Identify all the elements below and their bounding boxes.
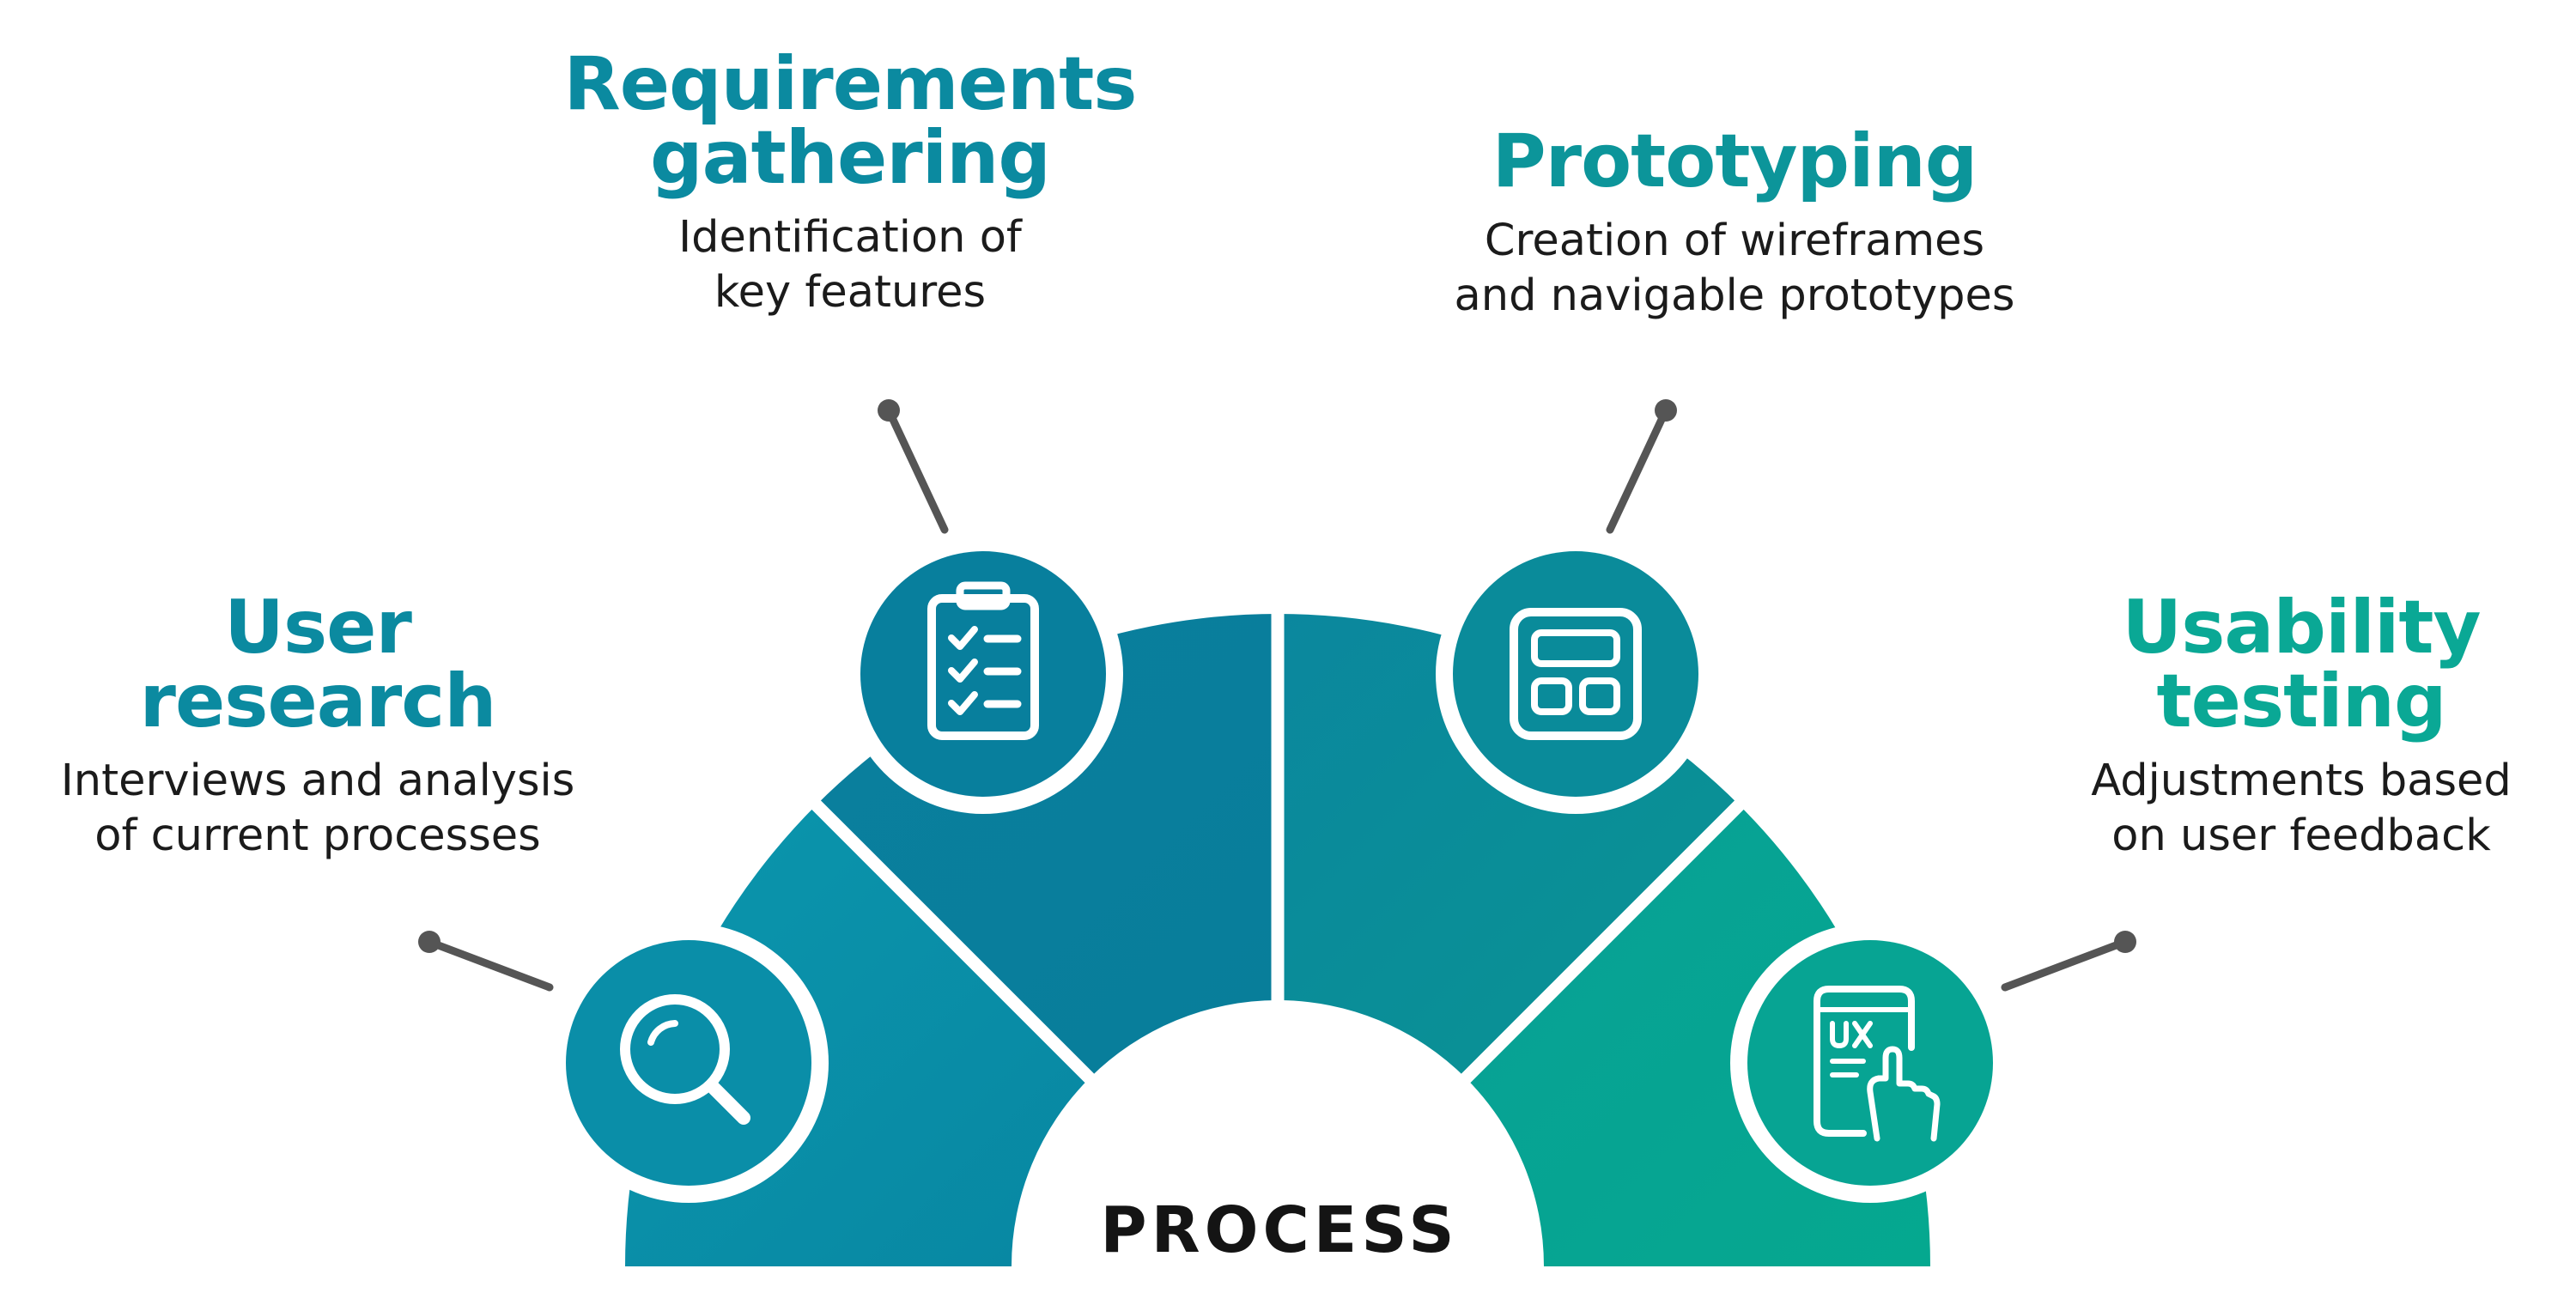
- step-usability-testing: Usability testing Adjustments based on u…: [1975, 591, 2576, 864]
- connector-4: [2001, 931, 2136, 992]
- title-line: User: [224, 585, 412, 671]
- step-description: Adjustments based on user feedback: [1975, 754, 2576, 864]
- title-line: Prototyping: [1492, 118, 1978, 204]
- step-description: Creation of wireframes and navigable pro…: [1408, 214, 2061, 324]
- desc-line: Interviews and analysis: [60, 756, 575, 806]
- step-title: Requirements gathering: [532, 47, 1168, 195]
- step-requirements-gathering: Requirements gathering Identification of…: [532, 47, 1168, 320]
- connector-1: [418, 931, 554, 992]
- icon-circle-4: [1730, 923, 2010, 1203]
- desc-line: Creation of wireframes: [1484, 215, 1985, 266]
- icon-circle-1: [549, 923, 829, 1203]
- step-description: Identification of key features: [532, 210, 1168, 320]
- desc-line: Identification of: [678, 212, 1022, 263]
- process-center-label: PROCESS: [1100, 1193, 1459, 1267]
- title-line: Requirements: [563, 41, 1137, 127]
- icon-circle-2: [843, 534, 1123, 814]
- desc-line: on user feedback: [2111, 810, 2491, 861]
- connector-3: [1606, 399, 1677, 534]
- desc-line: key features: [714, 267, 987, 318]
- step-description: Interviews and analysis of current proce…: [0, 754, 635, 864]
- step-title: Usability testing: [1975, 591, 2576, 738]
- segment-dividers: [802, 601, 1753, 1093]
- title-line: gathering: [650, 115, 1051, 201]
- icon-circle-3: [1436, 534, 1716, 814]
- clipboard-checklist-icon: [927, 581, 1039, 740]
- step-prototyping: Prototyping Creation of wireframes and n…: [1408, 124, 2061, 324]
- connector-2: [878, 399, 949, 534]
- step-title: User research: [0, 591, 635, 738]
- magnifying-glass-icon: [620, 994, 750, 1125]
- step-user-research: User research Interviews and analysis of…: [0, 591, 635, 864]
- title-line: research: [139, 659, 497, 744]
- step-title: Prototyping: [1408, 124, 2061, 198]
- title-line: testing: [2156, 659, 2447, 744]
- desc-line: and navigable prototypes: [1454, 270, 2015, 321]
- ux-phone-touch-icon: [1814, 986, 1941, 1142]
- wireframe-layout-icon: [1510, 608, 1642, 740]
- desc-line: of current processes: [94, 810, 541, 861]
- desc-line: Adjustments based: [2091, 756, 2512, 806]
- title-line: Usability: [2122, 585, 2481, 671]
